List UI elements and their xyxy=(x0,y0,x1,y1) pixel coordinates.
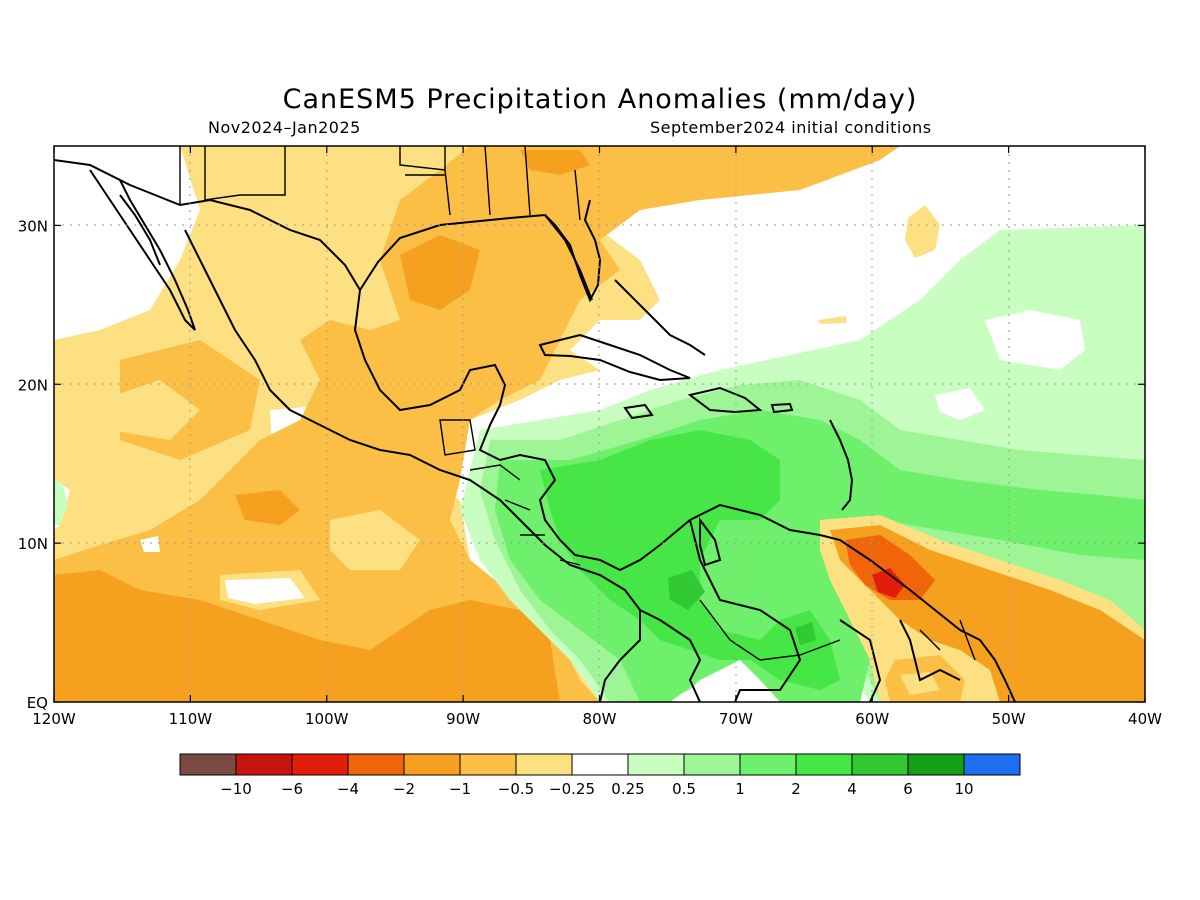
lon-tick-label: 100W xyxy=(305,710,349,728)
anomaly-field xyxy=(54,146,1145,702)
lon-tick-label: 60W xyxy=(855,710,889,728)
colorbar-label: −1 xyxy=(449,780,471,798)
graticule xyxy=(54,146,1145,702)
colorbar-label: 2 xyxy=(791,780,801,798)
moderate-dry-anomaly-region xyxy=(54,146,900,702)
colorbar-label: 4 xyxy=(847,780,857,798)
colorbar-label: −0.25 xyxy=(549,780,595,798)
colorbar-swatch xyxy=(795,753,853,776)
colorbar-label: −4 xyxy=(337,780,359,798)
colorbar-label: −10 xyxy=(220,780,252,798)
colorbar-swatch xyxy=(963,753,1021,776)
colorbar-swatch xyxy=(347,753,405,776)
political-borders xyxy=(179,146,976,661)
colorbar-label: −6 xyxy=(281,780,303,798)
colorbar-label: 10 xyxy=(954,780,973,798)
colorbar-swatch xyxy=(851,753,909,776)
initial-conditions-label: September2024 initial conditions xyxy=(650,118,932,137)
lat-tick-label: 20N xyxy=(18,376,48,394)
colorbar-label: 0.25 xyxy=(611,780,644,798)
colorbar-swatch xyxy=(739,753,797,776)
lon-tick-label: 40W xyxy=(1128,710,1162,728)
lon-tick-label: 110W xyxy=(169,710,213,728)
colorbar-swatch xyxy=(179,753,237,776)
strong-dry-anomaly-region xyxy=(54,570,560,702)
colorbar-label: 6 xyxy=(903,780,913,798)
strong-wet-anomaly-region xyxy=(540,430,840,690)
lon-tick-label: 120W xyxy=(32,710,76,728)
axis-ticks: 120W 110W 100W 90W 80W 70W 60W 50W 40W EQ 10N 20N 30… xyxy=(18,146,1162,728)
lat-tick-label: 10N xyxy=(18,535,48,553)
colorbar-swatch xyxy=(291,753,349,776)
lat-tick-label: 30N xyxy=(18,217,48,235)
colorbar-label: −0.5 xyxy=(498,780,534,798)
colorbar-swatch xyxy=(907,753,965,776)
colorbar-swatch xyxy=(235,753,293,776)
colorbar-swatch xyxy=(515,753,573,776)
lon-tick-label: 50W xyxy=(992,710,1026,728)
map-title: CanESM5 Precipitation Anomalies (mm/day) xyxy=(282,84,918,115)
colorbar-label: 1 xyxy=(735,780,745,798)
lat-tick-label: EQ xyxy=(27,694,48,712)
lon-tick-label: 70W xyxy=(719,710,753,728)
colorbar-label: −2 xyxy=(393,780,415,798)
colorbar-swatch xyxy=(403,753,461,776)
colorbar-label: 0.5 xyxy=(672,780,696,798)
forecast-period: Nov2024–Jan2025 xyxy=(208,118,361,137)
lon-tick-label: 80W xyxy=(583,710,617,728)
colorbar-swatch xyxy=(683,753,741,776)
colorbar-swatch xyxy=(459,753,517,776)
lon-tick-label: 90W xyxy=(446,710,480,728)
colorbar: −10 −6 −4 −2 −1 −0.5 −0.25 0.25 0.5 1 2 4 6 10 xyxy=(179,753,1021,798)
colorbar-swatch xyxy=(627,753,685,776)
colorbar-swatch xyxy=(571,753,629,776)
